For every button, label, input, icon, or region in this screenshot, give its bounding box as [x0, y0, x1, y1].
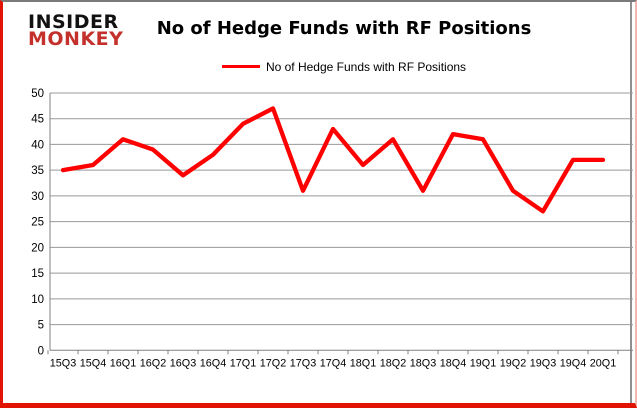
- logo-word-monkey: MONKEY: [28, 28, 124, 51]
- y-axis-tick-label: 50: [31, 88, 44, 100]
- x-axis-tick-label: 17Q2: [260, 357, 286, 369]
- x-axis-tick-label: 17Q4: [320, 357, 346, 369]
- y-axis-tick-label: 45: [31, 114, 44, 126]
- x-axis-tick-label: 16Q3: [170, 357, 196, 369]
- chart-title: No of Hedge Funds with RF Positions: [156, 18, 532, 39]
- y-axis-tick-label: 35: [31, 165, 44, 177]
- x-axis-tick-label: 18Q4: [440, 357, 466, 369]
- x-axis-tick-label: 19Q2: [500, 357, 526, 369]
- x-axis-tick-label: 16Q1: [110, 357, 136, 369]
- x-axis-tick-label: 18Q2: [380, 357, 406, 369]
- x-axis-tick-label: 16Q4: [200, 357, 226, 369]
- x-axis-tick-label: 19Q3: [530, 357, 556, 369]
- y-axis-tick-label: 10: [31, 294, 44, 306]
- y-axis-tick-label: 30: [31, 191, 44, 203]
- y-axis-tick-label: 25: [31, 217, 44, 229]
- x-axis-tick-label: 20Q1: [590, 357, 616, 369]
- x-axis-tick-label: 19Q1: [470, 357, 496, 369]
- x-axis-tick-label: 19Q4: [560, 357, 586, 369]
- x-axis-tick-label: 17Q1: [230, 357, 256, 369]
- x-axis-tick-label: 16Q2: [140, 357, 166, 369]
- x-axis-tick-label: 17Q3: [290, 357, 316, 369]
- logo-word-insider: INSIDER: [28, 11, 119, 33]
- y-axis-tick-label: 20: [31, 242, 44, 254]
- x-axis-tick-label: 18Q1: [350, 357, 376, 369]
- y-axis-tick-label: 15: [31, 268, 44, 280]
- data-series-line: [60, 106, 606, 214]
- y-axis-tick-label: 5: [38, 320, 44, 332]
- legend-label: No of Hedge Funds with RF Positions: [265, 59, 467, 74]
- legend: No of Hedge Funds with RF Positions: [63, 59, 625, 74]
- legend-line-swatch: [221, 65, 260, 69]
- y-axis-tick-label: 0: [38, 345, 44, 357]
- insider-monkey-logo: INSIDER MONKEY: [28, 11, 124, 51]
- line-chart-plot: 0 5 10 15 20 25 30 35 40 45 50 15Q3 15Q4 16Q1 16Q2 16Q3…: [31, 88, 633, 369]
- x-axis-tick-label: 18Q3: [410, 357, 436, 369]
- y-axis-tick-label: 40: [31, 139, 44, 151]
- x-axis-tick-label: 15Q3: [50, 357, 76, 369]
- plot-right-border: [630, 2, 632, 403]
- x-axis-tick-label: 15Q4: [80, 357, 106, 369]
